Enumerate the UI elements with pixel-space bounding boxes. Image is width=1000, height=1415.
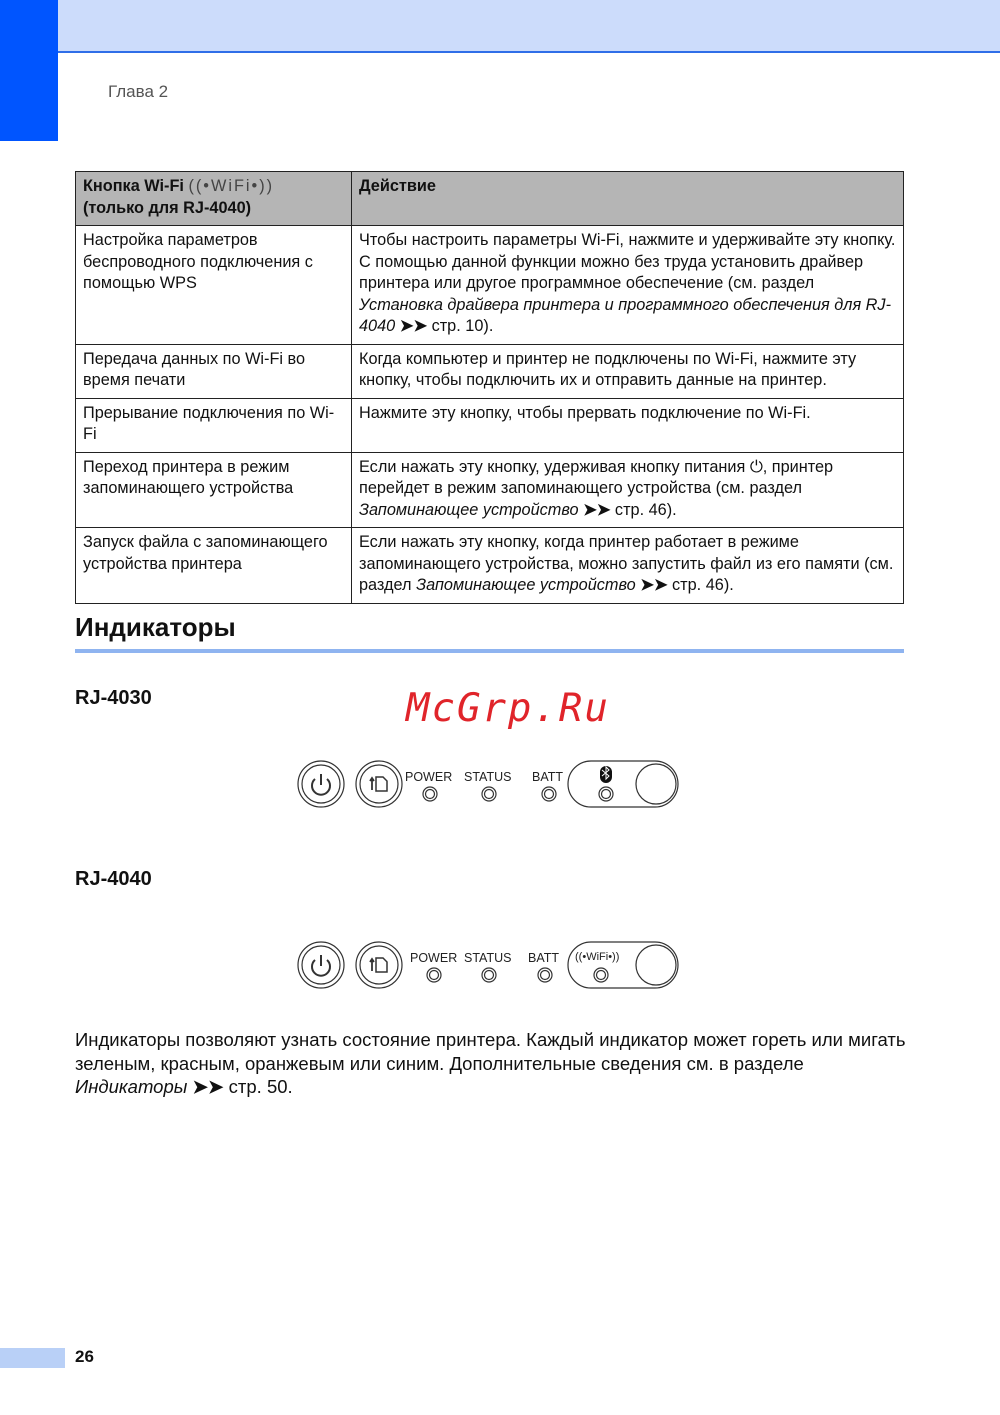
panel-rj4030: POWER STATUS BATT [297, 760, 679, 808]
table-row: Настройка параметров беспроводного подкл… [75, 225, 904, 345]
arrow-icon: ➤➤ [583, 500, 611, 519]
led-label-status: STATUS [464, 770, 511, 784]
bluetooth-icon [600, 765, 612, 783]
section-title: Индикаторы [75, 612, 236, 642]
led-status [481, 967, 497, 983]
page-number: 26 [75, 1347, 94, 1366]
watermark: McGrp.Ru [406, 686, 610, 731]
bluetooth-button [635, 763, 677, 805]
chapter-label: Глава 2 [108, 82, 169, 101]
led-bluetooth [598, 786, 614, 802]
wifi-icon: ((•WiFi•)) [575, 951, 619, 963]
cross-reference[interactable]: Запоминающее устройство [359, 500, 579, 519]
header-band [58, 0, 1000, 53]
led-power [422, 786, 438, 802]
control-panel-diagrams: POWER STATUS BATT POWER STATUS BATT ((•W… [297, 760, 679, 989]
table-row: Передача данных по Wi-Fi во время печати… [75, 343, 904, 399]
arrow-icon: ➤➤ [640, 576, 668, 594]
indicators-description: Индикаторы позволяют узнать состояние пр… [75, 1029, 906, 1097]
cross-reference[interactable]: Запоминающее устройство [416, 576, 636, 594]
table-row: Переход принтера в режим запоминающего у… [75, 451, 904, 528]
power-icon: ⏻ [749, 457, 763, 476]
led-label-status: STATUS [464, 951, 511, 965]
arrow-icon: ➤➤ [192, 1076, 224, 1097]
led-status [481, 786, 497, 802]
led-batt [541, 786, 557, 802]
header-function: Кнопка Wi-Fi ((•WiFi•)) (только для RJ-40… [75, 171, 352, 226]
header-action: Действие [351, 171, 904, 226]
footer-band [0, 1348, 65, 1368]
cross-reference[interactable]: Индикаторы [75, 1076, 188, 1097]
table-header-row: Кнопка Wi-Fi ((•WiFi•)) (только для RJ-40… [75, 171, 904, 226]
table-row: Запуск файла с запоминающего устройства … [75, 527, 904, 604]
arrow-icon: ➤➤ [399, 317, 428, 335]
led-label-power: POWER [405, 770, 452, 784]
table-row: Прерывание подключения по Wi-Fi Нажмите … [75, 397, 904, 453]
led-wifi [593, 967, 609, 983]
wifi-button [635, 944, 677, 986]
led-label-batt: BATT [532, 770, 563, 784]
chapter-tab [0, 0, 58, 141]
led-label-power: POWER [410, 951, 457, 965]
model-label-rj4030: RJ-4030 [75, 687, 152, 709]
power-button-icon [297, 760, 345, 808]
led-label-batt: BATT [528, 951, 559, 965]
wifi-icon: ((•WiFi•)) [188, 177, 275, 195]
feed-button-icon [355, 760, 403, 808]
panel-rj4040: POWER STATUS BATT ((•WiFi•)) [297, 941, 679, 989]
power-button-icon [297, 941, 345, 989]
feed-button-icon [355, 941, 403, 989]
cross-reference[interactable]: Установка драйвера принтера и программно… [359, 295, 891, 336]
led-batt [537, 967, 553, 983]
wifi-button-table: Кнопка Wi-Fi ((•WiFi•)) (только для RJ-40… [75, 171, 904, 604]
section-rule [75, 649, 904, 653]
model-label-rj4040: RJ-4040 [75, 868, 152, 890]
led-power [426, 967, 442, 983]
